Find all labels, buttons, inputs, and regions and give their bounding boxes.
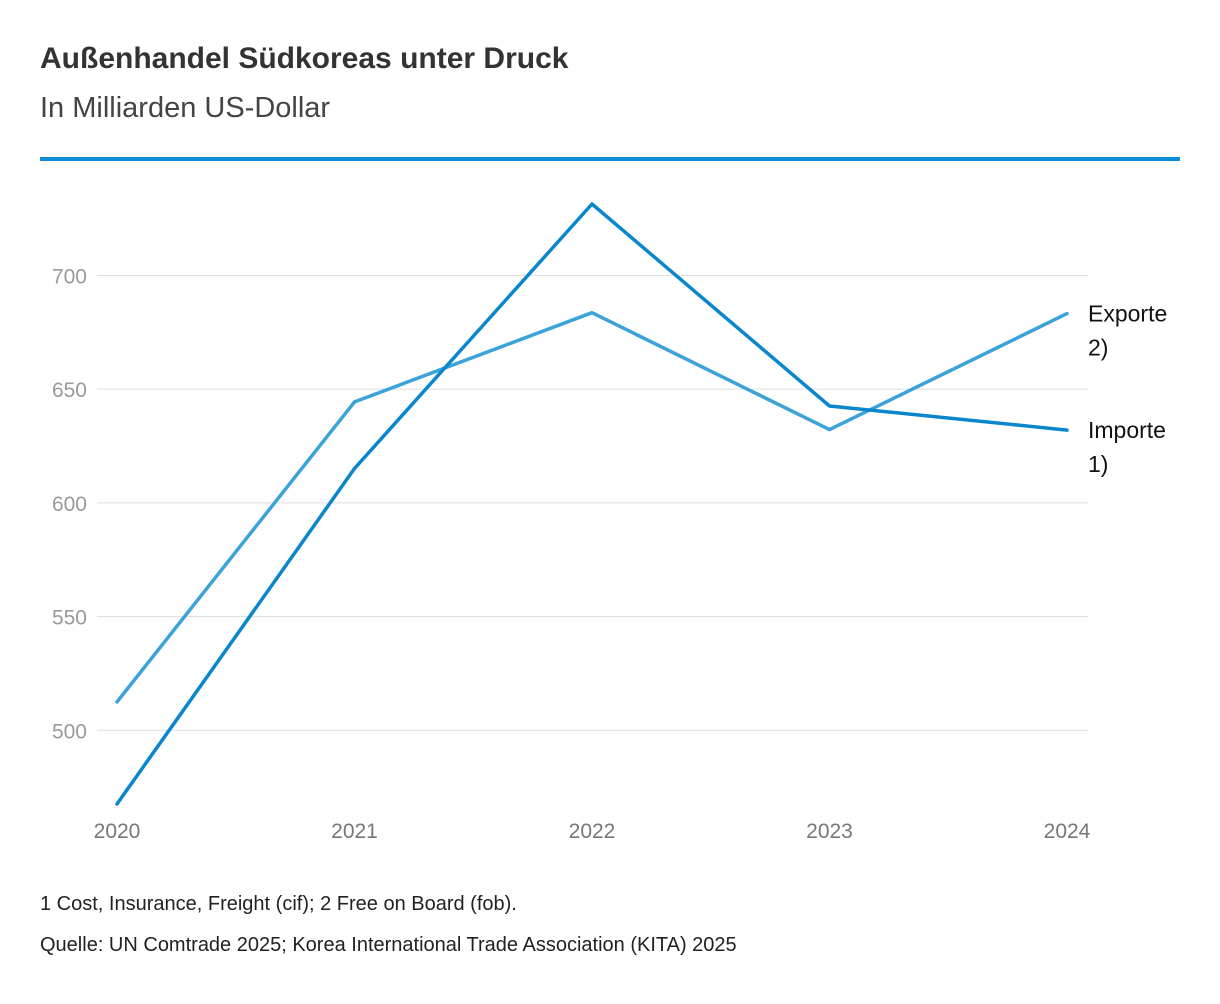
y-tick-label: 600 bbox=[52, 493, 87, 516]
y-tick-label: 650 bbox=[52, 379, 87, 402]
x-tick-label: 2024 bbox=[1044, 820, 1091, 843]
chart-title: Außenhandel Südkoreas unter Druck bbox=[40, 42, 569, 75]
x-tick-label: 2020 bbox=[94, 820, 141, 843]
y-axis-ticks: 500 550 600 650 700 bbox=[52, 265, 87, 743]
x-axis-ticks: 2020 2021 2022 2023 2024 bbox=[94, 820, 1091, 843]
data-point bbox=[353, 400, 356, 404]
series-label-line: 1) bbox=[1088, 451, 1108, 477]
series-label: Importe 1) bbox=[1088, 417, 1166, 477]
data-point bbox=[828, 428, 831, 432]
series-label-line: 2) bbox=[1088, 335, 1108, 361]
chart-subtitle: In Milliarden US-Dollar bbox=[40, 92, 331, 124]
data-point bbox=[115, 802, 119, 806]
data-point bbox=[115, 700, 119, 704]
header-rule bbox=[40, 157, 1180, 161]
data-point bbox=[590, 202, 594, 206]
data-point bbox=[1065, 428, 1069, 432]
x-tick-label: 2021 bbox=[331, 820, 378, 843]
y-tick-label: 550 bbox=[52, 607, 87, 630]
footnote: 1 Cost, Insurance, Freight (cif); 2 Free… bbox=[40, 893, 517, 915]
series-label-line: Importe bbox=[1088, 417, 1166, 443]
x-tick-label: 2022 bbox=[569, 820, 616, 843]
grid bbox=[97, 274, 1088, 731]
source-note: Quelle: UN Comtrade 2025; Korea Internat… bbox=[40, 934, 737, 956]
series-line-1 bbox=[115, 202, 1069, 806]
data-point bbox=[590, 311, 594, 315]
y-tick-label: 700 bbox=[52, 265, 87, 288]
series-lines bbox=[115, 202, 1069, 806]
series-line-0 bbox=[115, 310, 1069, 704]
y-tick-label: 500 bbox=[52, 720, 87, 743]
data-point bbox=[353, 467, 356, 471]
series-label-line: Exporte bbox=[1088, 301, 1167, 327]
data-point bbox=[828, 404, 831, 408]
series-labels: Exporte 2) Importe 1) bbox=[1088, 301, 1167, 477]
data-point bbox=[1065, 312, 1069, 316]
line-chart: 500 550 600 650 700 2020 2021 2022 2023 2024 Exp… bbox=[52, 202, 1167, 843]
series-label: Exporte 2) bbox=[1088, 301, 1167, 361]
x-tick-label: 2023 bbox=[806, 820, 853, 843]
